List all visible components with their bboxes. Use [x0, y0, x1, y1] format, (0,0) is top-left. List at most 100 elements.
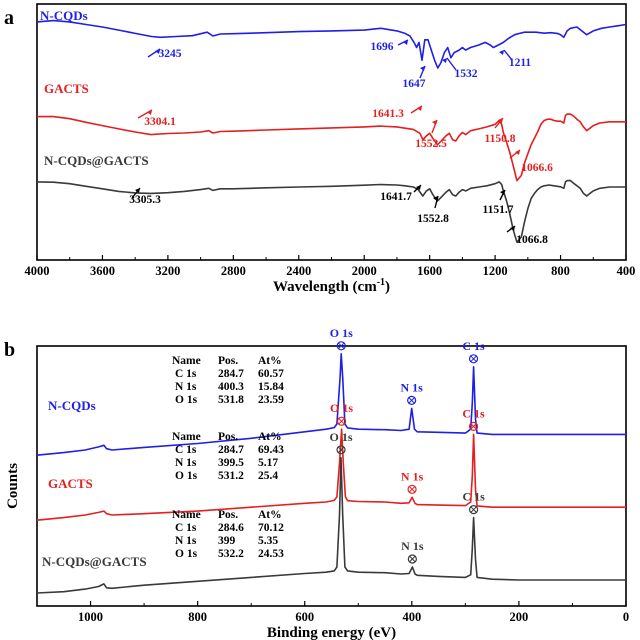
peak-arrowhead — [417, 106, 422, 111]
table-cell: 400.3 — [218, 381, 244, 393]
x-tick-label: 600 — [295, 610, 314, 624]
peak-label: C 1s — [462, 490, 485, 504]
series-line-a — [36, 19, 627, 69]
peak-arrowhead — [510, 226, 515, 231]
table-header: Name — [172, 509, 201, 521]
table-cell: 69.43 — [258, 444, 284, 456]
x-tick-label: 800 — [188, 610, 207, 624]
table-cell: 399 — [218, 535, 236, 547]
series-label-b: GACTS — [48, 476, 93, 491]
table-cell: N 1s — [175, 457, 197, 469]
x-tick-label: 3200 — [155, 264, 180, 278]
table-cell: 25.4 — [258, 470, 278, 482]
peak-label: C 1s — [462, 339, 485, 353]
peak-label: 1150.8 — [485, 133, 516, 145]
series-line-b — [36, 428, 626, 521]
peak-marker — [468, 421, 479, 431]
series-line-b — [36, 457, 626, 594]
table-cell: N 1s — [175, 535, 197, 547]
peak-marker-circle — [407, 395, 417, 405]
x-axis-label-main: Wavelength (cm — [273, 279, 377, 295]
series-line-a — [36, 179, 626, 243]
peak-label: O 1s — [330, 326, 353, 340]
table-cell: O 1s — [175, 394, 198, 406]
x-tick-label: 3600 — [90, 264, 115, 278]
peak-arrowhead — [442, 58, 447, 63]
x-tick-label: 800 — [551, 264, 570, 278]
peak-marker-circle — [468, 421, 479, 431]
peak-marker-circle — [336, 416, 347, 426]
peak-arrowhead — [147, 110, 152, 115]
x-tick-label: 1000 — [78, 610, 103, 624]
table-cell: 531.2 — [218, 470, 244, 482]
peak-label: N 1s — [401, 539, 424, 553]
table-cell: 5.35 — [258, 535, 278, 547]
x-axis-label-a: Wavelength (cm-1) — [273, 277, 390, 295]
series-label-a: GACTS — [44, 81, 89, 96]
x-axis-label-end: ) — [385, 279, 390, 295]
peak-label: N 1s — [400, 380, 423, 394]
peak-label: C 1s — [462, 406, 485, 420]
peak-label: 1552.8 — [417, 213, 449, 225]
peak-label: 1647 — [403, 78, 426, 90]
peak-marker-x — [470, 506, 477, 513]
peak-arrowhead — [420, 66, 425, 71]
x-tick-label: 2000 — [352, 264, 377, 278]
peak-marker — [336, 445, 346, 455]
plot-frame-b — [36, 345, 627, 607]
peak-label: 1151.7 — [483, 204, 514, 216]
x-tick-label: 1200 — [483, 264, 508, 278]
peak-marker-circle — [336, 341, 346, 351]
peak-label: 3245 — [159, 48, 182, 60]
table-cell: 60.57 — [258, 368, 284, 380]
peak-label: 1696 — [371, 41, 394, 53]
peak-marker-circle — [407, 484, 417, 494]
peak-label: O 1s — [330, 430, 353, 444]
table-header: Name — [172, 355, 201, 367]
x-tick-label: 400 — [402, 610, 421, 624]
series-label-b: N-CQDs — [48, 398, 96, 413]
peak-marker-x — [408, 397, 416, 404]
peak-label: 1066.6 — [521, 162, 553, 174]
x-tick-label: 400 — [617, 264, 636, 278]
table-cell: 284.7 — [218, 368, 244, 380]
table-header: Pos. — [218, 509, 238, 521]
x-tick-label: 2400 — [286, 264, 311, 278]
peak-label: 3304.1 — [144, 116, 176, 128]
panel-letter-a: a — [4, 7, 14, 29]
series-label-a: N-CQDs — [40, 8, 88, 23]
table-cell: C 1s — [175, 522, 197, 534]
peak-arrowhead — [433, 196, 438, 201]
peak-marker — [407, 395, 417, 405]
x-axis-label-sup: -1 — [377, 277, 385, 288]
peak-marker-circle — [468, 354, 479, 364]
peak-arrowhead — [515, 150, 520, 155]
peak-arrowhead — [403, 40, 408, 45]
table-cell: 5.17 — [258, 457, 278, 469]
table-cell: 70.12 — [258, 522, 284, 534]
peak-marker-x — [337, 342, 345, 350]
peak-label: 1211 — [509, 57, 532, 69]
peak-marker-circle — [407, 554, 417, 564]
table-cell: 532.2 — [218, 548, 244, 560]
peak-marker-x — [338, 417, 345, 425]
x-tick-label: 1600 — [417, 264, 442, 278]
peak-arrowhead — [416, 185, 421, 190]
peak-label: 1641.7 — [380, 191, 412, 203]
peak-label: 1641.3 — [372, 108, 404, 120]
peak-label: O 1s — [330, 401, 353, 415]
table-header: Pos. — [218, 431, 238, 443]
x-axis-label-b: Binding energy (eV) — [267, 625, 396, 640]
peak-arrowhead — [135, 188, 140, 193]
peak-arrowhead — [499, 50, 504, 55]
x-tick-label: 2800 — [221, 264, 246, 278]
peak-arrowhead — [500, 190, 505, 195]
x-tick-label: 4000 — [25, 264, 50, 278]
table-header: Pos. — [218, 355, 238, 367]
y-axis-label-b: Counts — [5, 463, 21, 509]
peak-marker-x — [337, 446, 345, 454]
peak-arrow — [503, 49, 513, 61]
peak-marker-x — [409, 555, 416, 563]
peak-marker-x — [408, 485, 416, 493]
